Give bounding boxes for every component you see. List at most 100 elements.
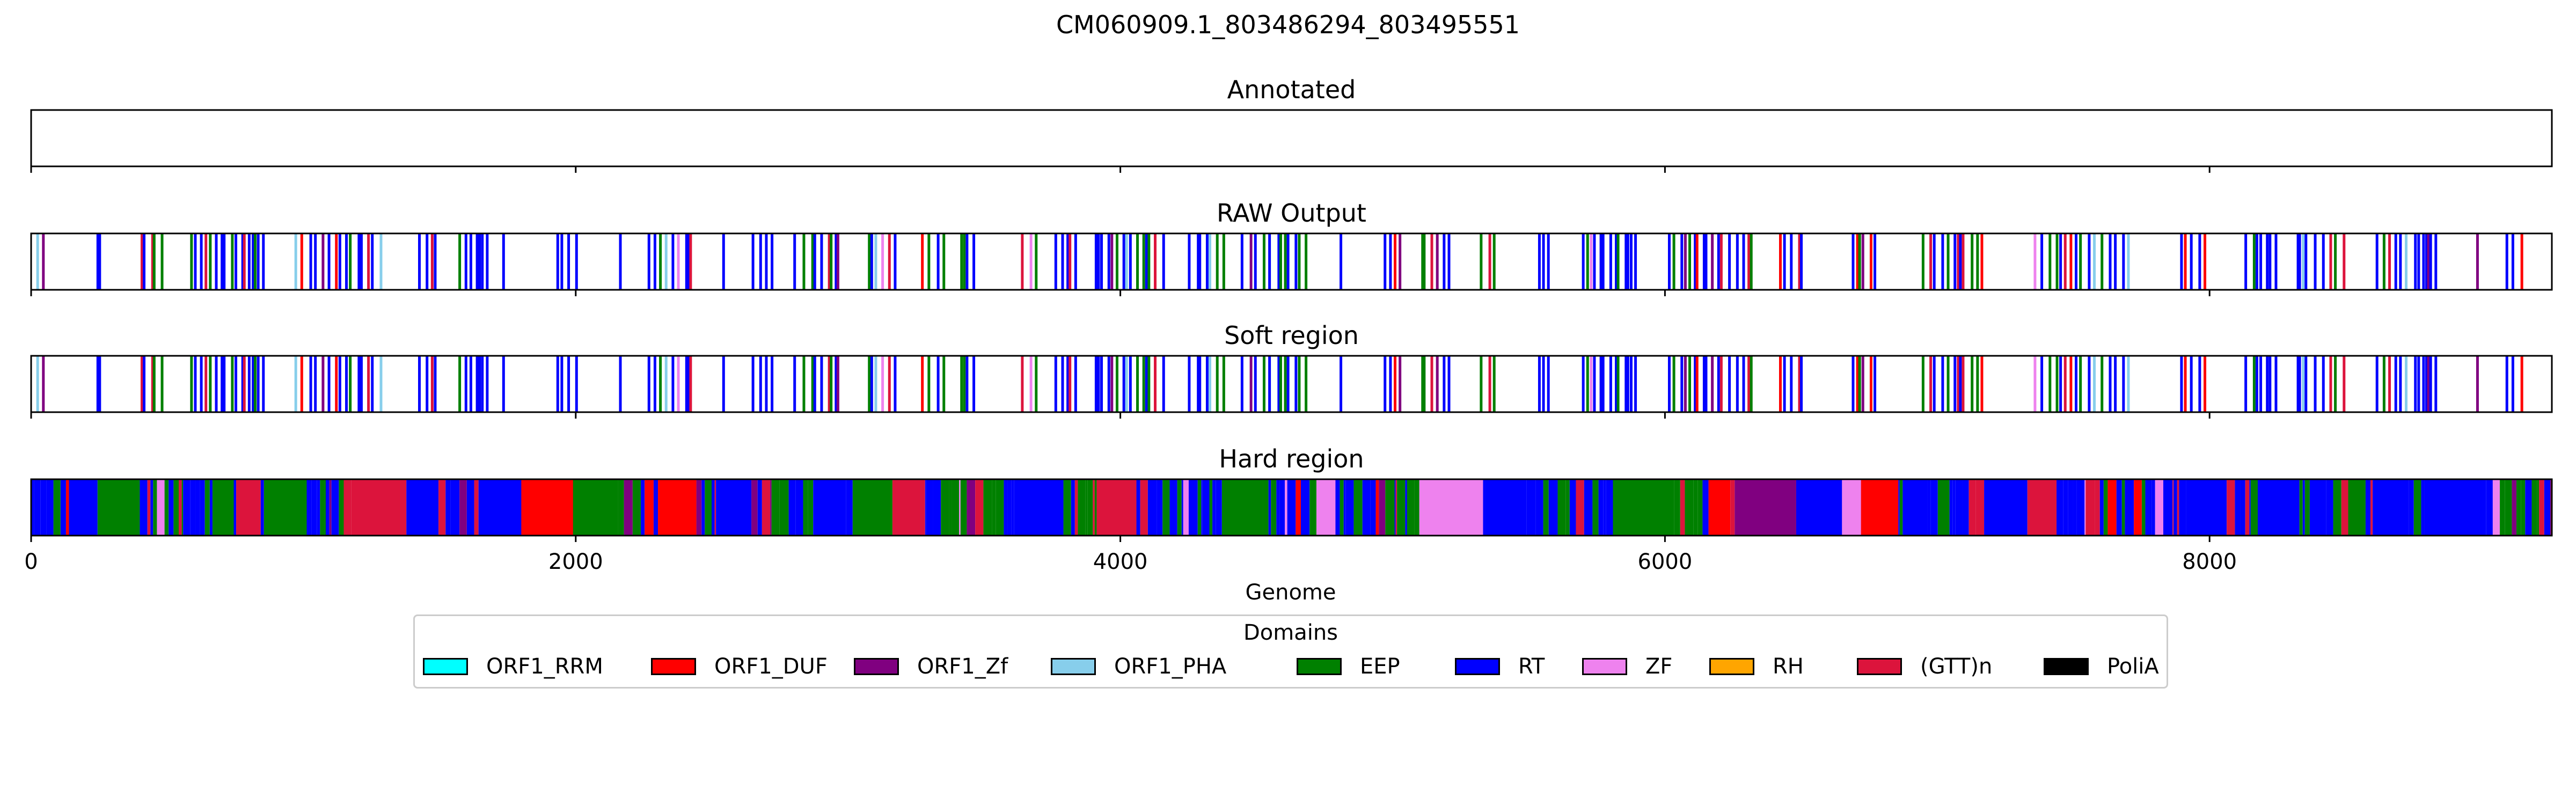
segment-orf1-zf [1711,233,1714,290]
segment-orf1-zf [1110,356,1114,412]
segment-orf1-pha [2405,233,2408,290]
segment-rt [486,356,489,412]
segment-rt [1783,356,1786,412]
segment-rt [2068,479,2073,536]
segment-rt [1294,233,1298,290]
segment-orf1-duf [921,356,924,412]
segment-rt [575,356,578,412]
segment-rt [2180,356,2183,412]
segment-eep [2500,479,2505,536]
segment-rt [331,479,339,536]
segment-orf1-pha [2093,356,2096,412]
segment-orf1-duf [1779,356,1782,412]
segment-eep [1697,479,1703,536]
segment-rt [1157,479,1163,536]
segment-rt [2394,356,2397,412]
segment-rt [1626,356,1629,412]
track-frame [30,109,2553,167]
segment--gtt-n [2085,479,2095,536]
segment-rt [936,233,940,290]
segment-rt [1097,356,1100,412]
segment-rt [619,233,622,290]
segment-rt [143,233,146,290]
segment-eep [2299,479,2303,536]
segment-rt [200,479,205,536]
segment--gtt-n [1488,356,1491,412]
segment-rt [2296,356,2300,412]
segment--gtt-n [1395,479,1397,536]
segment-rt [221,233,224,290]
segment-eep [231,356,234,412]
segment-rt [357,233,361,290]
segment-eep [927,233,931,290]
segment-rt [722,233,725,290]
segment-orf1-duf [1296,479,1301,536]
segment--gtt-n [1798,233,1801,290]
segment-eep [1279,356,1282,412]
segment-rt [502,233,505,290]
segment-rt [1162,356,1165,412]
segment--gtt-n [204,356,208,412]
segment-rt [194,356,197,412]
segment-eep [1937,479,1945,536]
segment-rt [1598,479,1604,536]
segment--gtt-n [243,233,246,290]
segment--gtt-n [2329,233,2332,290]
segment-zf [1183,479,1189,536]
segment-zf [2084,479,2086,536]
segment-rt [685,356,688,412]
segment-rt [1584,479,1593,536]
segment-rt [260,479,264,536]
segment-orf1-duf [1869,356,1872,412]
segment--gtt-n [1962,233,1965,290]
legend-item-zf: ZF [1582,654,1672,679]
segment-rt [1286,233,1290,290]
segment-orf1-zf [2427,356,2430,412]
segment-rt [1800,356,1803,412]
segment-eep [619,479,624,536]
segment--gtt-n [1140,479,1148,536]
segment-rt [1569,479,1576,536]
segment-rt [687,233,690,290]
segment-rt [1066,233,1070,290]
segment--gtt-n [828,233,831,290]
segment-rt [759,233,762,290]
segment-rt [2198,233,2201,290]
segment-rt [1634,233,1637,290]
segment-rt [143,356,146,412]
segment-eep [212,479,234,536]
segment-eep [1492,356,1496,412]
segment-rt [2409,479,2414,536]
segment-orf1-duf [1856,233,1859,290]
segment-eep [1921,233,1924,290]
segment-rt [1629,233,1633,290]
x-tick-label: 2000 [548,550,603,574]
segment-rt [2486,479,2493,536]
track-raw-output: RAW Output [30,199,2553,296]
segment-orf1-zf [836,356,839,412]
segment-eep [941,479,949,536]
segment-eep [1971,356,1974,412]
segment-rt [2505,356,2508,412]
segment--gtt-n [2388,233,2391,290]
segment-eep [254,356,257,412]
segment-rt [1122,356,1125,412]
legend-item-orf1-zf: ORF1_Zf [854,654,1008,679]
segment-rt [338,356,341,412]
segment-rt [1959,233,1962,290]
segment-eep [830,356,833,412]
segment-rt [2322,356,2325,412]
segment-eep [1672,233,1675,290]
segment-rt [765,233,768,290]
segment-rt [481,356,484,412]
segment-rt [1170,479,1177,536]
segment-rt [653,356,656,412]
segment-rt [1953,356,1957,412]
segment-rt [1535,479,1543,536]
segment-eep [949,479,952,536]
segment-rt [141,479,148,536]
segment-zf [1029,233,1033,290]
segment--gtt-n [828,356,831,412]
segment-rt [1340,233,1343,290]
segment-rt [1483,479,1485,536]
